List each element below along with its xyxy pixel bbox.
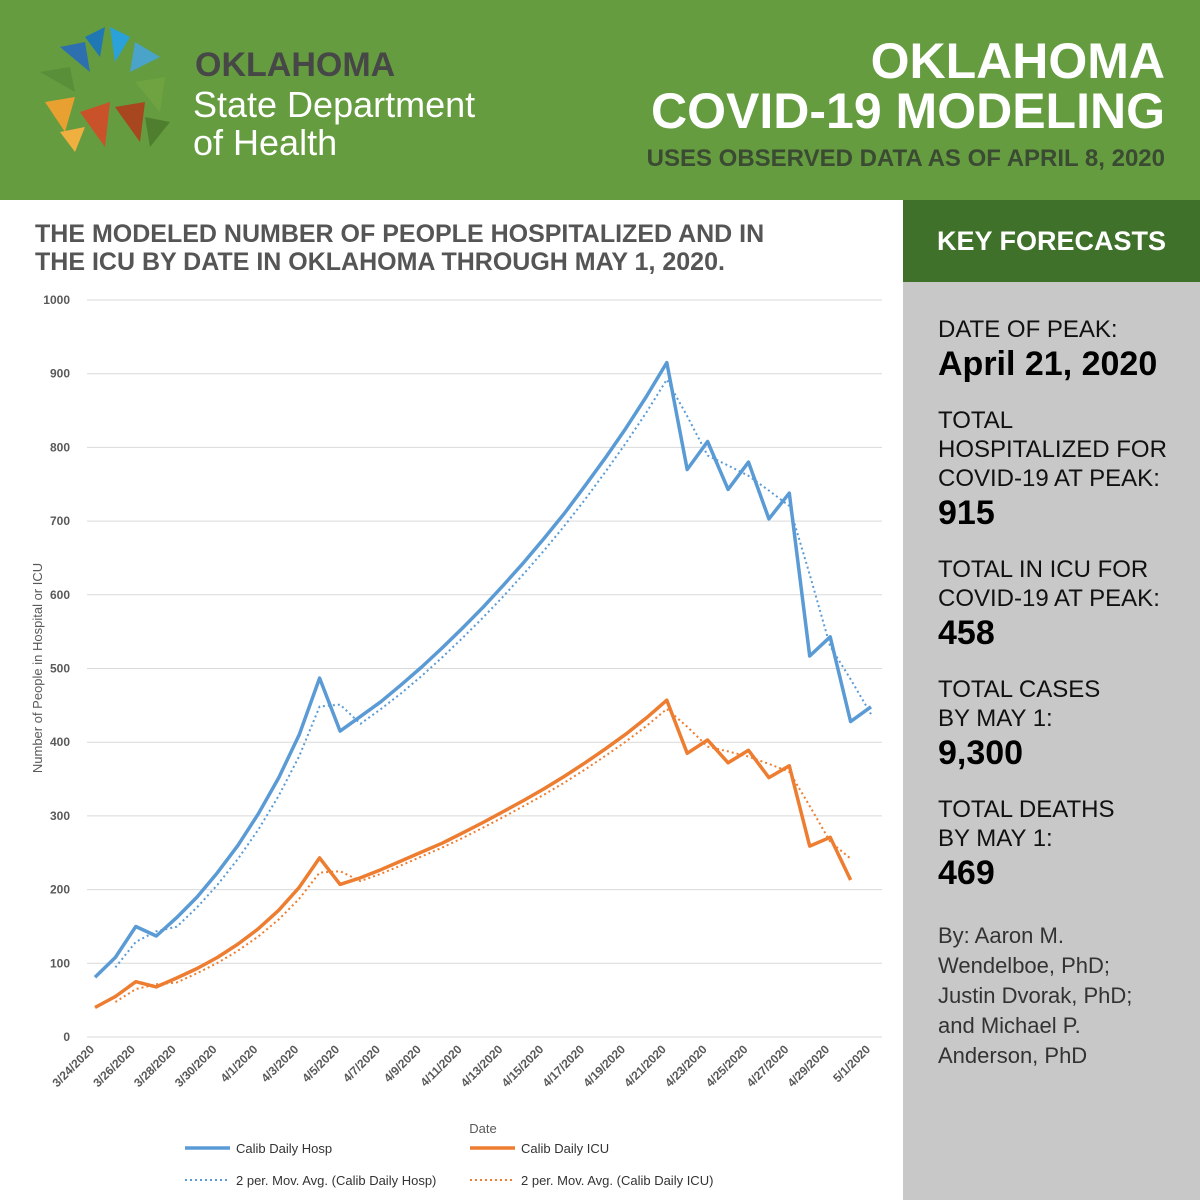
x-tick-label: 4/7/2020	[340, 1042, 383, 1085]
byline-line: Anderson, PhD	[938, 1043, 1088, 1068]
forecast-value: April 21, 2020	[938, 345, 1158, 383]
forecast-label: HOSPITALIZED FOR	[938, 436, 1167, 463]
y-tick-label: 200	[50, 883, 70, 897]
y-tick-label: 300	[50, 809, 70, 823]
y-tick-label: 1000	[43, 293, 70, 307]
forecast-label: TOTAL CASES	[938, 676, 1101, 703]
org-lines: State Department of Health	[193, 86, 475, 162]
title-line: THE ICU BY DATE IN OKLAHOMA THROUGH MAY …	[35, 248, 725, 276]
y-tick-label: 900	[50, 367, 70, 381]
byline-line: Wendelboe, PhD;	[938, 953, 1111, 978]
legend-label: Calib Daily Hosp	[236, 1141, 332, 1156]
x-tick-label: 4/3/2020	[258, 1042, 301, 1085]
y-tick-label: 400	[50, 735, 70, 749]
x-tick-label: 3/26/2020	[90, 1042, 138, 1090]
header-title: OKLAHOMA COVID-19 MODELING	[651, 36, 1165, 136]
x-tick-label: 4/25/2020	[703, 1042, 751, 1090]
x-tick-label: 3/30/2020	[172, 1042, 220, 1090]
forecast-label: BY MAY 1:	[938, 705, 1053, 732]
x-tick-label: 4/13/2020	[458, 1042, 506, 1090]
org-name: OKLAHOMA	[195, 46, 396, 84]
forecast-item: TOTAL CASES BY MAY 1: 9,300	[938, 675, 1188, 773]
x-tick-label: 4/11/2020	[418, 1042, 465, 1089]
byline-line: By: Aaron M.	[938, 923, 1064, 948]
y-tick-label: 700	[50, 514, 70, 528]
legend-label: 2 per. Mov. Avg. (Calib Daily Hosp)	[236, 1173, 436, 1188]
side-heading: KEY FORECASTS	[903, 200, 1200, 282]
y-tick-label: 500	[50, 662, 70, 676]
forecast-value: 469	[938, 854, 995, 892]
legend-label: 2 per. Mov. Avg. (Calib Daily ICU)	[521, 1173, 713, 1188]
forecast-label: COVID-19 AT PEAK:	[938, 585, 1160, 612]
legend-label: Calib Daily ICU	[521, 1141, 609, 1156]
x-tick-label: 4/21/2020	[621, 1042, 669, 1090]
forecast-item: DATE OF PEAK: April 21, 2020	[938, 315, 1188, 384]
y-axis-label: Number of People in Hospital or ICU	[30, 563, 45, 773]
forecast-label: DATE OF PEAK:	[938, 316, 1118, 343]
moving-average-line	[114, 378, 872, 969]
x-tick-label: 4/19/2020	[580, 1042, 628, 1090]
moving-average-line	[114, 708, 852, 1003]
x-tick-label: 4/27/2020	[744, 1042, 792, 1090]
header-subtitle: USES OBSERVED DATA AS OF APRIL 8, 2020	[646, 145, 1165, 172]
byline: By: Aaron M. Wendelboe, PhD; Justin Dvorak…	[938, 921, 1188, 1071]
title-line: THE MODELED NUMBER OF PEOPLE HOSPITALIZE…	[35, 220, 765, 248]
x-axis-label: Date	[469, 1121, 496, 1136]
title-line: OKLAHOMA	[870, 33, 1165, 89]
forecast-item: TOTAL DEATHS BY MAY 1: 469	[938, 795, 1188, 893]
series-line	[94, 698, 853, 1010]
x-tick-label: 4/23/2020	[662, 1042, 710, 1090]
logo	[40, 27, 170, 152]
series-line	[93, 360, 873, 979]
x-tick-label: 3/24/2020	[49, 1042, 97, 1090]
x-tick-label: 4/29/2020	[785, 1042, 833, 1090]
header: OKLAHOMA State Department of Health OKLAH…	[0, 0, 1200, 200]
y-tick-label: 600	[50, 588, 70, 602]
forecast-value: 9,300	[938, 734, 1024, 772]
x-tick-label: 4/1/2020	[218, 1042, 261, 1085]
y-tick-label: 0	[63, 1030, 70, 1044]
chart: 0 100 200 300 400 500 600 700 800 900 1000 3/24/202…	[30, 293, 882, 1188]
forecast-label: COVID-19 AT PEAK:	[938, 465, 1160, 492]
x-tick-label: 4/17/2020	[540, 1042, 588, 1090]
forecast-label: TOTAL DEATHS	[938, 796, 1115, 823]
title-line: COVID-19 MODELING	[651, 83, 1165, 139]
x-tick-label: 4/5/2020	[299, 1042, 342, 1085]
y-tick-label: 800	[50, 440, 70, 454]
forecast-value: 915	[938, 494, 995, 532]
org-line: of Health	[193, 122, 338, 163]
forecast-label: TOTAL	[938, 407, 1014, 434]
side-panel	[903, 200, 1200, 1200]
forecast-item: TOTAL IN ICU FOR COVID-19 AT PEAK: 458	[938, 555, 1188, 653]
byline-line: and Michael P.	[938, 1013, 1081, 1038]
forecast-value: 458	[938, 614, 995, 652]
x-tick-label: 5/1/2020	[830, 1042, 873, 1085]
y-tick-label: 100	[50, 956, 70, 970]
x-tick-label: 4/15/2020	[499, 1042, 547, 1090]
byline-line: Justin Dvorak, PhD;	[938, 983, 1133, 1008]
x-tick-label: 3/28/2020	[131, 1042, 179, 1090]
chart-title: THE MODELED NUMBER OF PEOPLE HOSPITALIZE…	[35, 220, 764, 276]
forecast-item: TOTAL HOSPITALIZED FOR COVID-19 AT PEAK: 91…	[938, 406, 1188, 533]
forecast-list: DATE OF PEAK: April 21, 2020 TOTAL HOSPITAL…	[938, 315, 1188, 1071]
forecast-label: BY MAY 1:	[938, 825, 1053, 852]
forecast-label: TOTAL IN ICU FOR	[938, 556, 1149, 583]
org-line: State Department	[193, 84, 476, 125]
